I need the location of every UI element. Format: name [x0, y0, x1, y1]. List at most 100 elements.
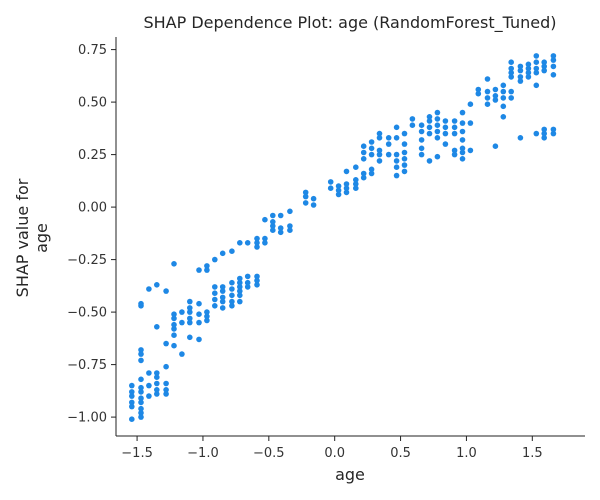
- y-axis-label: SHAP value for age: [13, 178, 51, 297]
- data-point: [492, 93, 499, 99]
- data-point: [229, 279, 235, 286]
- data-point: [277, 229, 284, 236]
- data-point: [343, 168, 350, 175]
- data-point: [467, 101, 474, 107]
- data-point: [353, 185, 359, 191]
- data-point: [385, 135, 392, 141]
- data-point: [541, 135, 547, 141]
- data-point: [434, 116, 441, 122]
- data-point: [484, 95, 491, 101]
- data-point: [484, 88, 491, 95]
- x-tick-label: −0.5: [253, 446, 285, 461]
- data-point: [376, 158, 383, 164]
- data-point: [393, 172, 400, 179]
- data-point: [550, 57, 557, 63]
- x-axis-ticks: −1.5 −1.0 −0.5 0.0 0.5 1.0 1.5: [121, 436, 543, 461]
- data-point: [376, 130, 383, 137]
- data-point: [138, 399, 144, 406]
- data-point: [484, 76, 491, 82]
- data-point: [500, 103, 507, 110]
- data-point: [229, 248, 235, 254]
- data-point: [360, 143, 367, 149]
- data-point: [541, 67, 547, 74]
- data-point: [237, 284, 243, 290]
- data-point: [187, 309, 193, 315]
- data-point: [212, 296, 218, 303]
- data-point: [154, 370, 160, 376]
- data-point: [237, 292, 243, 299]
- data-point: [451, 130, 458, 137]
- data-point: [244, 279, 251, 286]
- y-tick-label: −0.25: [67, 253, 107, 268]
- data-point: [353, 177, 359, 183]
- data-point: [451, 124, 458, 131]
- data-point: [138, 410, 144, 416]
- data-point: [550, 72, 557, 78]
- data-point: [254, 235, 260, 242]
- data-point: [434, 109, 441, 116]
- data-point: [302, 200, 309, 206]
- data-point: [508, 69, 514, 76]
- data-point: [254, 277, 260, 284]
- data-point: [270, 219, 276, 225]
- data-point: [360, 170, 367, 177]
- data-point: [442, 124, 449, 131]
- data-point: [187, 305, 193, 311]
- y-tick-label: 0.50: [78, 96, 107, 111]
- data-point: [409, 122, 416, 128]
- data-point: [229, 286, 235, 292]
- data-point: [196, 300, 202, 307]
- data-point: [146, 370, 152, 376]
- data-point: [401, 162, 408, 168]
- data-point: [327, 185, 334, 191]
- data-point: [418, 151, 425, 158]
- data-point: [154, 387, 160, 393]
- data-point: [171, 342, 177, 349]
- data-point: [525, 74, 532, 80]
- data-point: [459, 145, 466, 152]
- data-point: [451, 118, 458, 124]
- data-point: [219, 284, 226, 290]
- data-point: [146, 393, 152, 399]
- data-point: [451, 151, 458, 158]
- data-point: [219, 288, 226, 294]
- data-point: [270, 223, 276, 229]
- x-tick-label: −1.5: [121, 446, 153, 461]
- data-point: [146, 382, 152, 389]
- data-point: [442, 141, 449, 147]
- data-point: [541, 130, 547, 137]
- data-point: [154, 282, 160, 288]
- data-point: [204, 263, 210, 269]
- data-point: [163, 391, 169, 397]
- data-point: [459, 120, 466, 126]
- data-point: [434, 135, 441, 141]
- data-point: [129, 389, 135, 395]
- data-point: [517, 78, 524, 84]
- data-point: [146, 286, 152, 292]
- data-point: [401, 130, 408, 137]
- data-points: [129, 53, 557, 423]
- data-point: [376, 147, 383, 154]
- data-point: [533, 59, 540, 65]
- data-point: [533, 130, 540, 137]
- data-point: [310, 195, 317, 202]
- data-point: [244, 240, 251, 246]
- data-point: [229, 298, 235, 305]
- data-point: [204, 309, 210, 315]
- data-point: [426, 118, 433, 124]
- data-point: [129, 393, 135, 399]
- data-point: [187, 315, 193, 322]
- data-point: [418, 128, 425, 135]
- data-point: [368, 139, 375, 145]
- data-point: [237, 298, 243, 305]
- data-point: [393, 135, 400, 141]
- data-point: [187, 334, 193, 341]
- data-point: [508, 95, 514, 101]
- x-axis-label: age: [335, 465, 365, 484]
- data-point: [270, 227, 276, 233]
- data-point: [212, 284, 218, 290]
- y-tick-label: −0.75: [67, 358, 107, 373]
- data-point: [187, 319, 193, 326]
- y-tick-label: −1.00: [67, 411, 107, 426]
